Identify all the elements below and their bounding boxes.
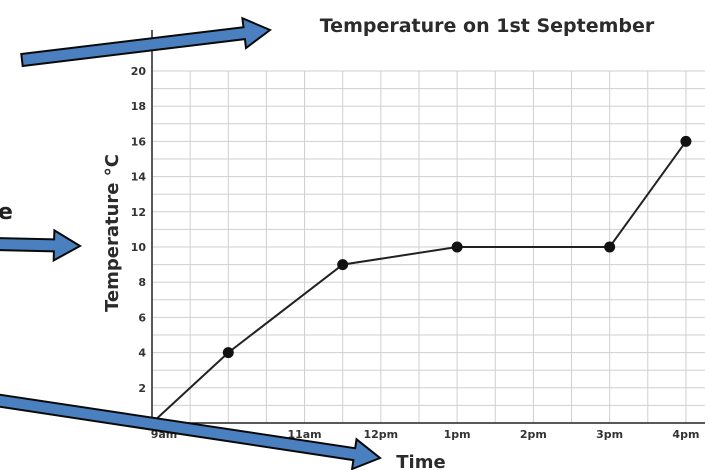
y-tick-label: 14 [131,171,147,184]
title-arrow [20,16,272,68]
x-axis-arrow [0,393,382,470]
chart-title: Temperature on 1st September [320,15,655,37]
data-point [604,241,616,253]
y-axis-arrow [0,228,82,263]
x-tick-label: 2pm [520,428,547,441]
x-tick-label: 4pm [672,428,699,441]
y-tick-labels: 02468101214161820 [131,65,147,430]
y-tick-label: 18 [131,100,146,113]
y-tick-label: 4 [138,347,146,360]
axes [151,30,705,424]
data-point [451,241,463,253]
data-point [222,347,234,359]
y-tick-label: 10 [131,241,147,254]
y-tick-label: 8 [138,276,146,289]
grid-lines [151,70,705,424]
y-tick-label: 16 [131,135,147,148]
y-tick-label: 20 [131,65,147,78]
y-tick-label: 12 [131,206,146,219]
temperature-line [151,140,687,424]
x-tick-label: 11am [287,428,321,441]
x-tick-label: 1pm [444,428,471,441]
x-tick-label: 3pm [596,428,623,441]
data-point [337,259,349,271]
y-tick-label: 2 [138,382,146,395]
annotation-arrows [0,16,382,470]
temperature-series [151,135,692,424]
y-tick-label: 6 [138,311,146,324]
y-axis-label: Temperature °C [102,154,123,312]
x-tick-label: 12pm [363,428,398,441]
x-axis-label: Time [396,452,445,470]
data-point [680,135,692,147]
cropped-text-fragment: e [0,200,13,225]
